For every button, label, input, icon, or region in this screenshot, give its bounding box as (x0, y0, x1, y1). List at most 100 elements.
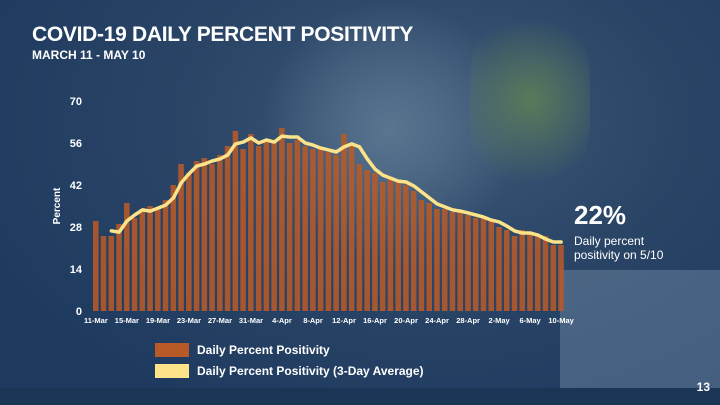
x-tick-label: 31-Mar (239, 316, 263, 325)
y-tick-label: 42 (70, 180, 82, 192)
legend-swatch (155, 364, 189, 378)
bar (100, 236, 107, 311)
chart-subtitle: MARCH 11 - MAY 10 (32, 48, 146, 62)
bar (124, 203, 130, 311)
bar (426, 203, 432, 311)
bar (93, 221, 99, 311)
bar (558, 245, 564, 311)
x-tick-label: 15-Mar (115, 316, 139, 325)
x-tick-label: 24-Apr (425, 316, 449, 325)
average-line (109, 134, 563, 244)
bar (108, 236, 115, 311)
background-photo (470, 0, 590, 200)
bar (488, 221, 495, 311)
x-tick-label: 27-Mar (208, 316, 232, 325)
bar (403, 185, 409, 311)
x-tick-label: 4-Apr (272, 316, 292, 325)
bar (286, 143, 293, 311)
bar (201, 158, 208, 311)
page-number: 13 (696, 380, 710, 394)
bar (434, 209, 440, 311)
bar (147, 206, 153, 311)
x-tick-label: 28-Apr (456, 316, 480, 325)
bar (170, 185, 177, 311)
bar (534, 236, 541, 311)
bar (511, 236, 518, 311)
chart-title: COVID-19 DAILY PERCENT POSITIVITY (32, 23, 414, 46)
bar (348, 143, 355, 311)
bar (449, 212, 456, 311)
bar (116, 224, 122, 311)
bar (310, 149, 316, 311)
bar (387, 179, 394, 311)
bar (379, 182, 386, 311)
y-tick-label: 28 (70, 222, 82, 234)
x-tick-label: 20-Apr (394, 316, 418, 325)
bar (139, 209, 146, 311)
bar (232, 131, 239, 311)
legend-item-line: Daily Percent Positivity (3-Day Average) (155, 361, 424, 381)
bar (317, 149, 324, 311)
legend: Daily Percent Positivity Daily Percent P… (155, 340, 424, 382)
bar (341, 134, 347, 311)
x-tick-label: 12-Apr (332, 316, 356, 325)
y-tick-label: 0 (76, 306, 82, 318)
legend-item-bar: Daily Percent Positivity (155, 340, 424, 360)
bar (178, 164, 184, 311)
bar (542, 236, 549, 311)
x-tick-label: 11-Mar (84, 316, 108, 325)
bar (503, 230, 510, 311)
y-tick-label: 14 (70, 264, 83, 276)
x-tick-label: 16-Apr (363, 316, 387, 325)
x-tick-label: 23-Mar (177, 316, 201, 325)
bar (325, 152, 332, 311)
bar (472, 218, 479, 311)
bar (255, 146, 262, 311)
bar (519, 230, 526, 311)
bar (480, 218, 487, 311)
y-axis-label: Percent (52, 187, 63, 224)
legend-swatch (155, 343, 189, 357)
bar (240, 149, 246, 311)
bar (496, 227, 502, 311)
bar (550, 245, 557, 311)
bar (279, 128, 285, 311)
x-tick-label: 8-Apr (303, 316, 323, 325)
bar (372, 173, 378, 311)
bar (224, 146, 231, 311)
bar (263, 140, 270, 311)
bar (162, 200, 169, 311)
bar (193, 161, 200, 311)
callout-value: 22% (574, 200, 627, 230)
bar (209, 164, 215, 311)
x-tick-label: 10-May (548, 316, 574, 325)
bar (356, 164, 363, 311)
bar (395, 182, 401, 311)
bar (418, 200, 425, 311)
y-tick-label: 70 (70, 96, 82, 108)
x-tick-label: 6-May (519, 316, 541, 325)
bar (248, 134, 254, 311)
bar (217, 155, 223, 311)
bar (465, 215, 471, 311)
bar (302, 146, 308, 311)
bar (294, 140, 301, 311)
bar (441, 209, 448, 311)
bar (457, 212, 463, 311)
y-tick-label: 56 (70, 138, 82, 150)
bar (271, 140, 277, 311)
footer-bar (0, 388, 720, 405)
bar (410, 191, 417, 311)
bar (364, 170, 370, 311)
bar (155, 209, 161, 311)
bar (186, 173, 192, 311)
bar (131, 218, 138, 311)
bar (333, 155, 339, 311)
x-tick-label: 2-May (488, 316, 510, 325)
legend-label: Daily Percent Positivity (3-Day Average) (197, 364, 424, 378)
callout-text: Daily percent positivity on 5/10 (574, 234, 664, 262)
x-tick-label: 19-Mar (146, 316, 170, 325)
background-photo (560, 270, 720, 390)
legend-label: Daily Percent Positivity (197, 343, 330, 357)
